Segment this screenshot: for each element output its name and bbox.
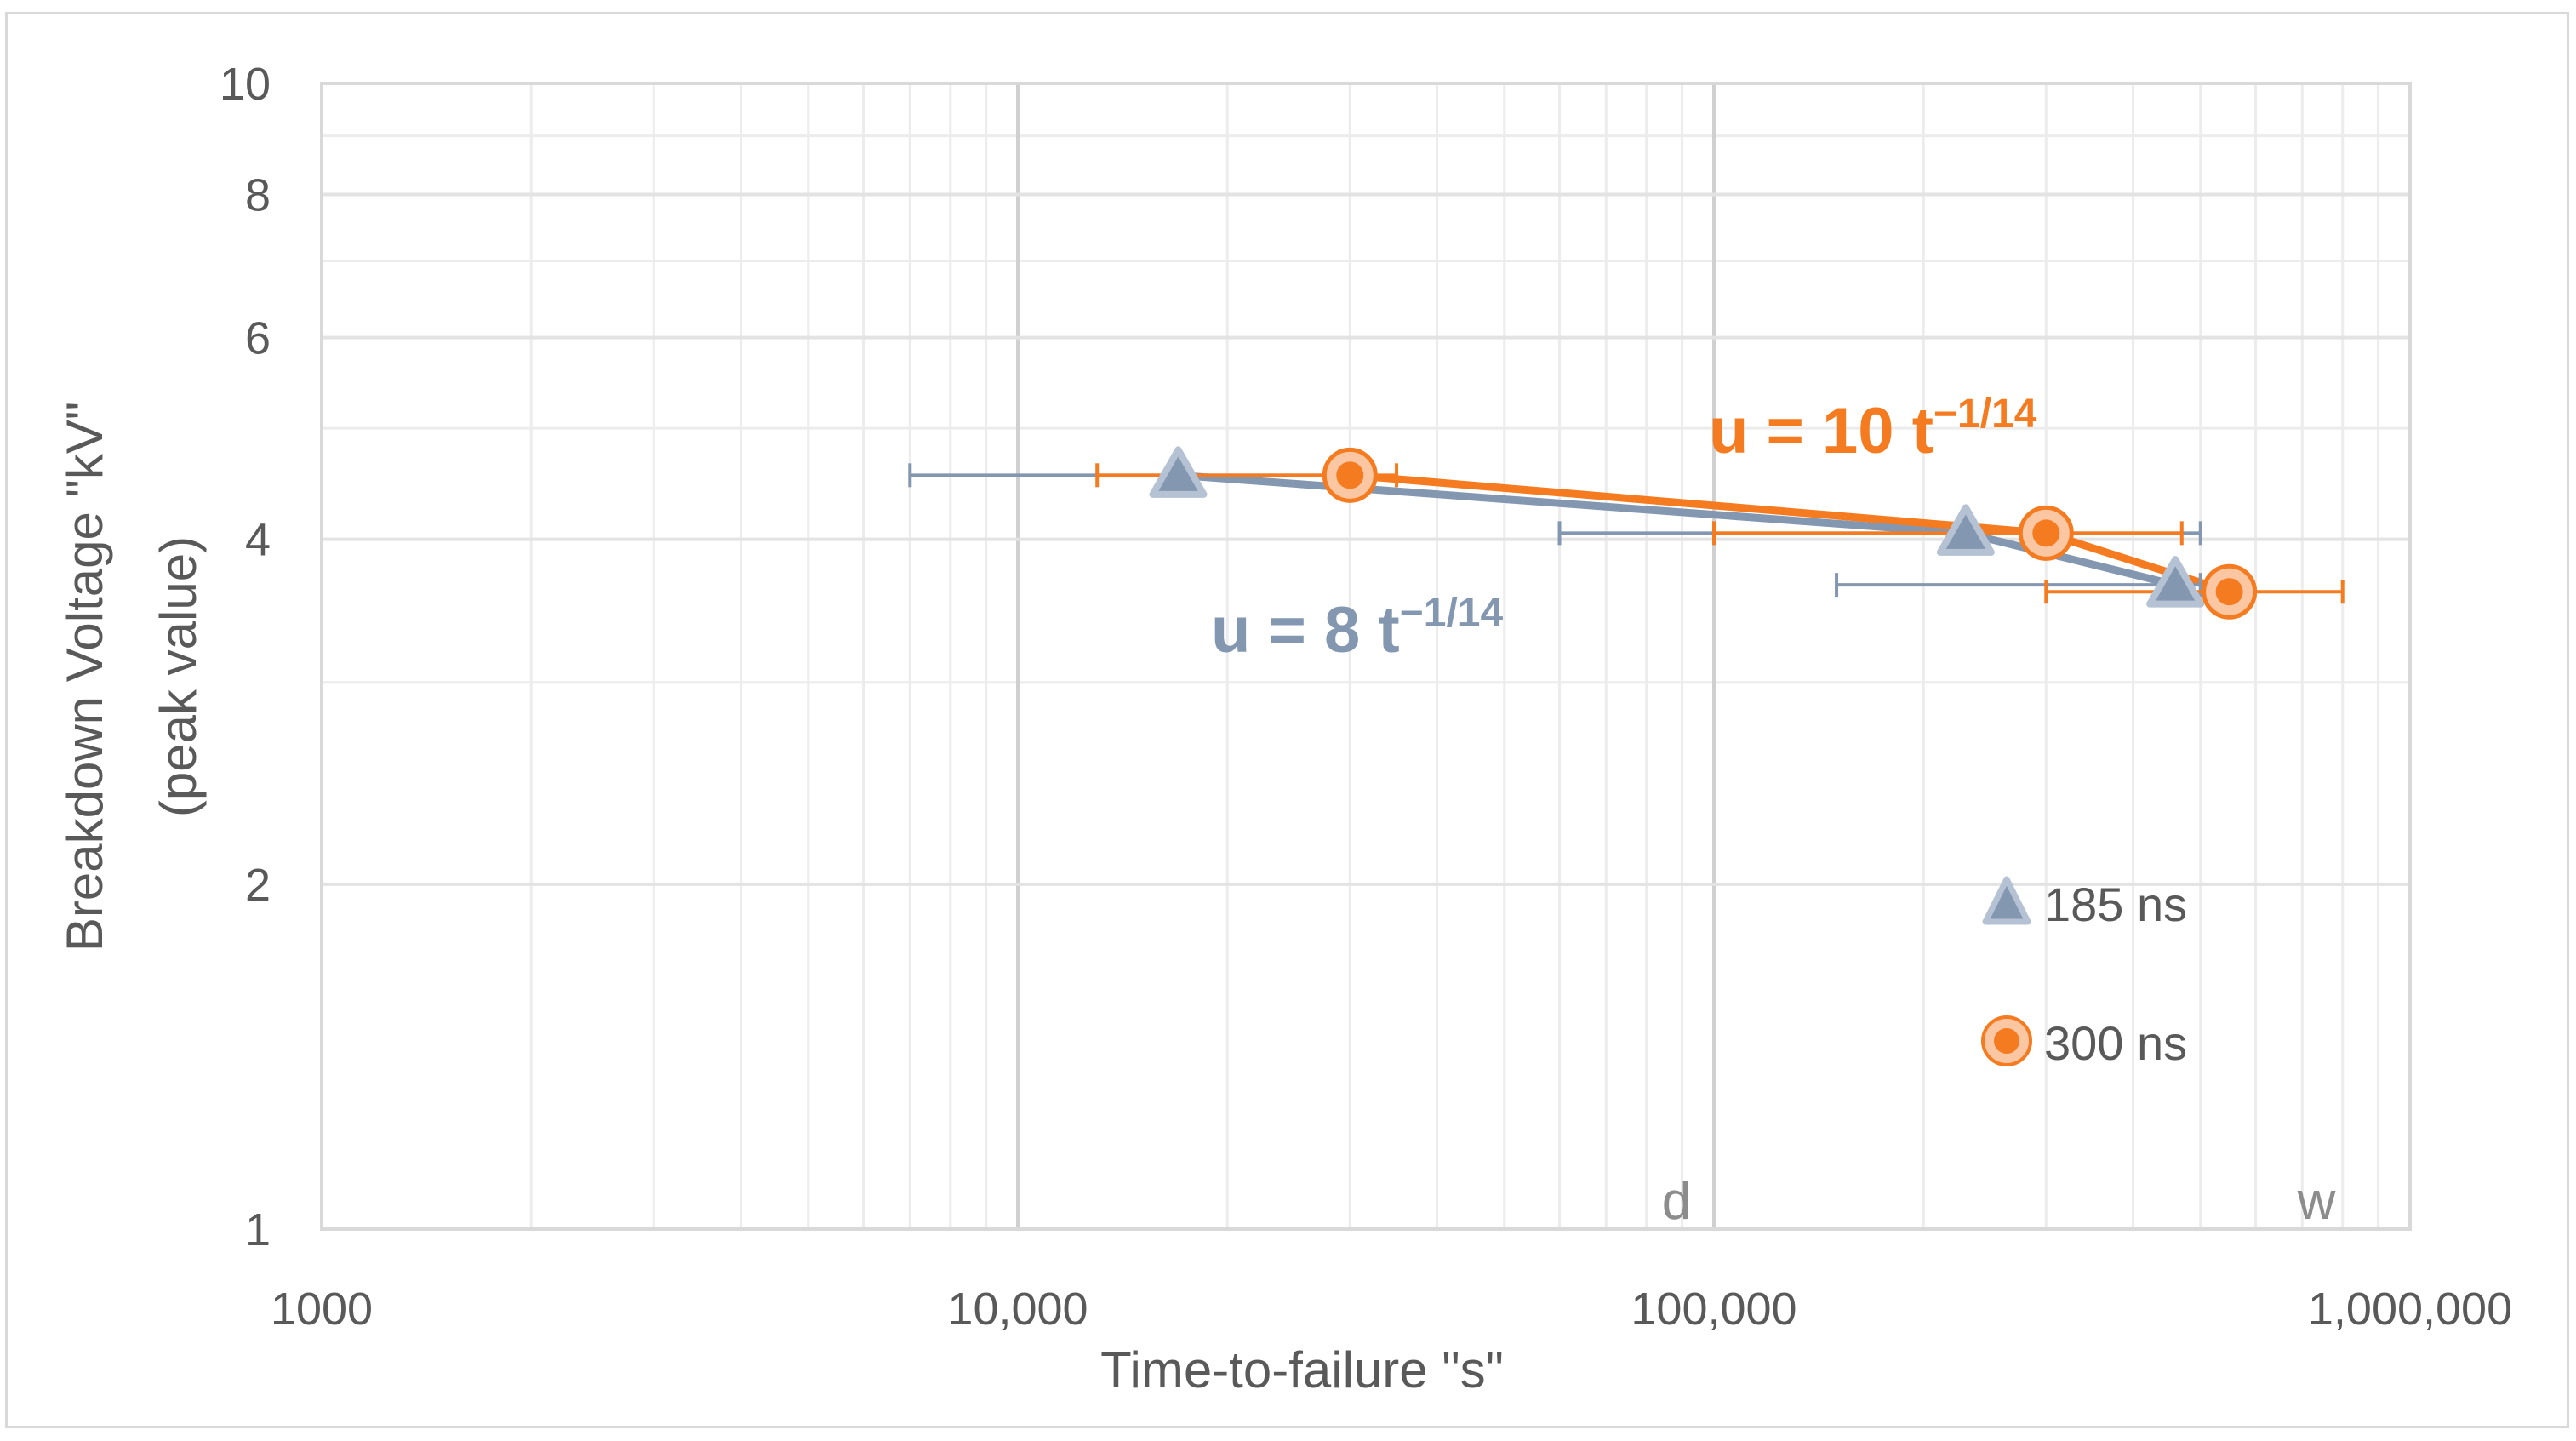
y-tick-label: 1 [245,1204,271,1255]
x-axis-title: Time-to-failure "s" [1100,1341,1504,1398]
legend-triangle-marker [1982,876,2031,925]
plot-area [320,82,2412,1231]
x-tick-label: 10,000 [947,1284,1088,1335]
equation-300ns-exponent: −1/14 [1933,392,2037,437]
x-tick-label: 1000 [271,1284,373,1335]
legend-label-185ns: 185 ns [2044,878,2187,931]
annotation-d: d [1662,1172,1691,1231]
legend-circle-marker-inner [1994,1028,2019,1054]
equation-300ns: u = 10 t−1/14 [1709,392,2037,467]
y-tick-labels: 1 2 4 6 8 10 [220,59,271,1255]
error-bars [908,463,2345,604]
equation-300ns-base: u = 10 t [1709,395,1933,467]
data-point-circle-inner [2215,578,2243,606]
x-tick-labels: 1000 10,000 100,000 1,000,000 [271,1284,2512,1335]
equation-185ns: u = 8 t−1/14 [1211,591,1503,666]
legend-entry-300ns: 300 ns [1981,1015,2187,1070]
y-tick-label: 2 [245,860,271,911]
data-point-triangle [1936,504,1995,556]
annotation-w: w [2297,1172,2336,1231]
data-point-circle-inner [1336,461,1364,489]
y-tick-label: 6 [245,313,271,364]
x-tick-label: 1,000,000 [2308,1284,2512,1335]
equation-185ns-base: u = 8 t [1211,594,1400,666]
y-axis-title-line2: (peak value) [150,536,207,817]
legend-entry-185ns: 185 ns [1982,876,2187,931]
chart-frame [5,12,2569,1428]
equation-185ns-exponent: −1/14 [1400,591,1504,636]
data-point-triangle [1149,446,1208,498]
x-tick-label: 100,000 [1631,1284,1796,1335]
legend: 185 ns 300 ns [1981,876,2187,1070]
y-axis-title-line1: Breakdown Voltage "kV" [56,402,113,952]
data-point-circle-inner [2032,519,2060,547]
plot-border [320,82,2412,1231]
data-markers [1149,446,2258,620]
y-tick-label: 4 [245,515,271,566]
data-point-triangle [2146,556,2205,608]
y-tick-label: 8 [245,169,271,220]
y-tick-label: 10 [220,59,271,110]
minor-gridlines [322,83,2410,1229]
legend-label-300ns: 300 ns [2044,1016,2187,1070]
